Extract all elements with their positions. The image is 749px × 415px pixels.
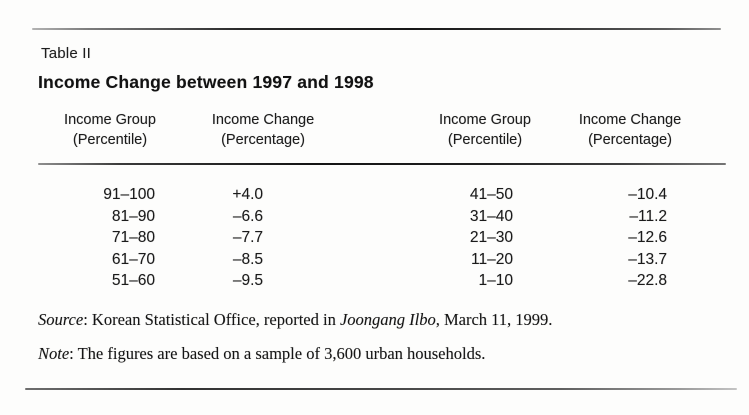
note-text: : The figures are based on a sample of 3… [69, 344, 486, 363]
source-label: Source [38, 310, 84, 329]
income-change-left-cell: –9.5 [232, 272, 263, 289]
column-header-line1: Income Group [64, 112, 156, 128]
income-group-left-cell: 91–100 [103, 186, 155, 203]
column-header-income-change-right: Income Change (Percentage) [560, 110, 700, 150]
column-header-line1: Income Change [211, 112, 315, 128]
income-change-right-cell: –11.2 [629, 207, 667, 225]
column-header-line2: (Percentile) [447, 132, 523, 148]
income-change-left-cell: –7.7 [232, 229, 263, 246]
note-label: Note [38, 344, 70, 363]
income-group-left-cell: 51–60 [111, 272, 155, 289]
income-group-right-cell: 11–20 [471, 250, 513, 268]
note-line: Note: The figures are based on a sample … [38, 344, 485, 364]
column-header-line2: (Percentage) [588, 132, 672, 148]
column-header-income-change-left: Income Change (Percentage) [193, 110, 333, 150]
column-header-income-group-right: Income Group (Percentile) [415, 110, 555, 150]
income-change-right-cell: –13.7 [628, 250, 667, 268]
table-row: 81–90 –6.6 31–40 –11.2 [0, 208, 749, 230]
income-group-right-cell: 31–40 [469, 207, 513, 225]
table-row: 61–70 –8.5 11–20 –13.7 [0, 251, 749, 273]
table-row: 91–100 +4.0 41–50 –10.4 [0, 186, 749, 208]
table-label: Table II [41, 45, 91, 62]
top-rule [32, 28, 721, 30]
table-row: 71–80 –7.7 21–30 –12.6 [0, 229, 749, 251]
income-group-left-cell: 61–70 [111, 250, 155, 268]
income-group-left-cell: 81–90 [111, 207, 155, 225]
income-change-left-cell: –8.5 [232, 250, 263, 268]
source-text-before: : Korean Statistical Office, reported in [83, 310, 340, 329]
bottom-rule [25, 388, 737, 390]
income-change-right-cell: –10.4 [628, 186, 667, 203]
table-body: 91–100 +4.0 41–50 –10.4 81–90 –6.6 31–40… [0, 186, 749, 294]
income-group-right-cell: 1–10 [478, 272, 513, 289]
income-change-right-cell: –22.8 [628, 272, 667, 289]
column-header-line2: (Percentage) [221, 132, 305, 148]
column-header-income-group-left: Income Group (Percentile) [40, 110, 180, 150]
header-divider-rule [38, 163, 726, 165]
column-header-line1: Income Group [439, 112, 531, 128]
income-group-right-cell: 21–30 [469, 229, 513, 246]
source-text-after: , March 11, 1999. [435, 310, 553, 329]
table-row: 51–60 –9.5 1–10 –22.8 [0, 272, 749, 294]
income-group-right-cell: 41–50 [469, 186, 513, 203]
source-publication: Joongang Ilbo [339, 310, 436, 329]
table-title: Income Change between 1997 and 1998 [38, 72, 374, 92]
income-group-left-cell: 71–80 [111, 229, 155, 246]
income-change-left-cell: –6.6 [232, 207, 263, 225]
column-header-line2: (Percentile) [72, 132, 148, 148]
income-change-right-cell: –12.6 [628, 229, 667, 246]
income-change-left-cell: +4.0 [232, 186, 263, 203]
column-header-line1: Income Change [578, 112, 682, 128]
source-line: Source: Korean Statistical Office, repor… [38, 310, 552, 330]
